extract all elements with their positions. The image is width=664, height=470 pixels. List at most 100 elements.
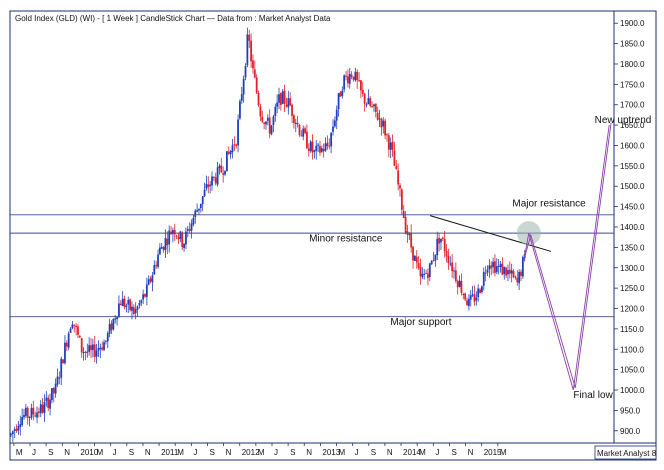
candle-body bbox=[443, 238, 446, 252]
x-tick-label: N bbox=[468, 448, 474, 457]
candle-body bbox=[300, 135, 303, 137]
candle-body bbox=[343, 75, 346, 90]
candle-body bbox=[503, 266, 506, 275]
x-tick-label: S bbox=[209, 448, 214, 457]
candle-body bbox=[484, 272, 487, 274]
candle-body bbox=[259, 106, 262, 117]
x-tick-label: M bbox=[339, 448, 346, 457]
candle-body bbox=[412, 246, 414, 261]
candle-body bbox=[199, 203, 202, 209]
candle-body bbox=[322, 149, 325, 152]
y-tick-label: 1600.0 bbox=[620, 141, 645, 150]
candle-body bbox=[427, 273, 429, 279]
candle-body bbox=[479, 289, 481, 293]
candle-body bbox=[60, 358, 63, 378]
candle-body bbox=[237, 119, 239, 146]
candle-body bbox=[313, 150, 316, 152]
x-tick-label: J bbox=[355, 448, 359, 457]
candle-body bbox=[467, 298, 470, 306]
candle-body bbox=[263, 122, 266, 124]
y-tick-label: 1300.0 bbox=[620, 264, 645, 273]
candle-body bbox=[103, 342, 105, 351]
candle-body bbox=[231, 145, 234, 153]
candle-body bbox=[294, 122, 297, 124]
candle-body bbox=[307, 148, 310, 151]
candle-body bbox=[116, 316, 118, 320]
candle-body bbox=[367, 97, 370, 105]
y-tick-label: 1700.0 bbox=[620, 101, 645, 110]
candle-body bbox=[19, 424, 22, 427]
candle-body bbox=[518, 271, 521, 284]
candle-body bbox=[369, 98, 372, 106]
candle-body bbox=[51, 388, 53, 401]
candle-body bbox=[481, 286, 483, 293]
candle-body bbox=[410, 232, 413, 248]
candle-body bbox=[462, 294, 465, 296]
candle-body bbox=[391, 141, 394, 150]
candle-body bbox=[140, 300, 143, 303]
candle-body bbox=[192, 217, 195, 225]
candle-body bbox=[317, 144, 320, 146]
plot-area bbox=[9, 10, 615, 444]
candle-body bbox=[399, 185, 401, 189]
x-tick-label: S bbox=[371, 448, 376, 457]
candle-body bbox=[440, 238, 442, 243]
candle-body bbox=[205, 183, 208, 189]
x-tick-label: N bbox=[387, 448, 393, 457]
candle-body bbox=[194, 210, 197, 218]
candle-body bbox=[218, 165, 221, 169]
x-tick-label: N bbox=[64, 448, 70, 457]
candle-body bbox=[270, 125, 273, 135]
candle-body bbox=[293, 115, 295, 123]
candle-body bbox=[387, 135, 390, 150]
candle-body bbox=[464, 293, 467, 300]
y-tick-label: 1350.0 bbox=[620, 243, 645, 252]
candle-body bbox=[501, 263, 504, 275]
candle-body bbox=[296, 122, 299, 125]
candle-body bbox=[337, 93, 340, 110]
candle-body bbox=[75, 325, 78, 328]
candle-body bbox=[23, 415, 25, 418]
candle-body bbox=[250, 40, 252, 62]
candle-body bbox=[145, 284, 148, 297]
candle-body bbox=[153, 265, 156, 275]
y-tick-label: 1650.0 bbox=[620, 121, 645, 130]
candle-body bbox=[144, 294, 146, 297]
candle-body bbox=[101, 347, 104, 350]
candle-body bbox=[112, 318, 115, 330]
annotation-label: New uptrend bbox=[595, 115, 652, 126]
candle-body bbox=[255, 77, 258, 93]
candle-body bbox=[309, 141, 312, 152]
candle-body bbox=[240, 94, 243, 101]
candle-body bbox=[326, 142, 329, 146]
candle-body bbox=[67, 333, 70, 348]
candle-body bbox=[56, 376, 59, 385]
annotation-label: Major resistance bbox=[512, 199, 586, 210]
candle-body bbox=[252, 60, 254, 69]
candle-body bbox=[136, 306, 139, 310]
candle-body bbox=[114, 318, 117, 320]
candle-body bbox=[389, 142, 392, 150]
candle-body bbox=[289, 98, 292, 106]
candle-body bbox=[131, 306, 133, 311]
candle-body bbox=[345, 75, 347, 77]
x-tick-label: 2010 bbox=[80, 448, 98, 457]
candle-body bbox=[306, 131, 308, 149]
candle-body bbox=[121, 298, 124, 306]
candle-body bbox=[469, 295, 472, 300]
candle-body bbox=[346, 76, 349, 84]
reference-lines-layer bbox=[10, 123, 614, 391]
candle-body bbox=[28, 416, 31, 419]
candle-body bbox=[352, 76, 355, 80]
candle-body bbox=[244, 66, 247, 78]
x-tick-label: 2015 bbox=[484, 448, 502, 457]
x-tick-label: S bbox=[129, 448, 134, 457]
candle-body bbox=[261, 116, 264, 122]
candle-body bbox=[423, 273, 426, 275]
candle-body bbox=[214, 177, 217, 184]
candle-body bbox=[516, 277, 519, 283]
candle-body bbox=[52, 387, 55, 394]
candle-body bbox=[438, 237, 440, 244]
candle-body bbox=[505, 267, 508, 276]
candle-body bbox=[99, 347, 102, 350]
